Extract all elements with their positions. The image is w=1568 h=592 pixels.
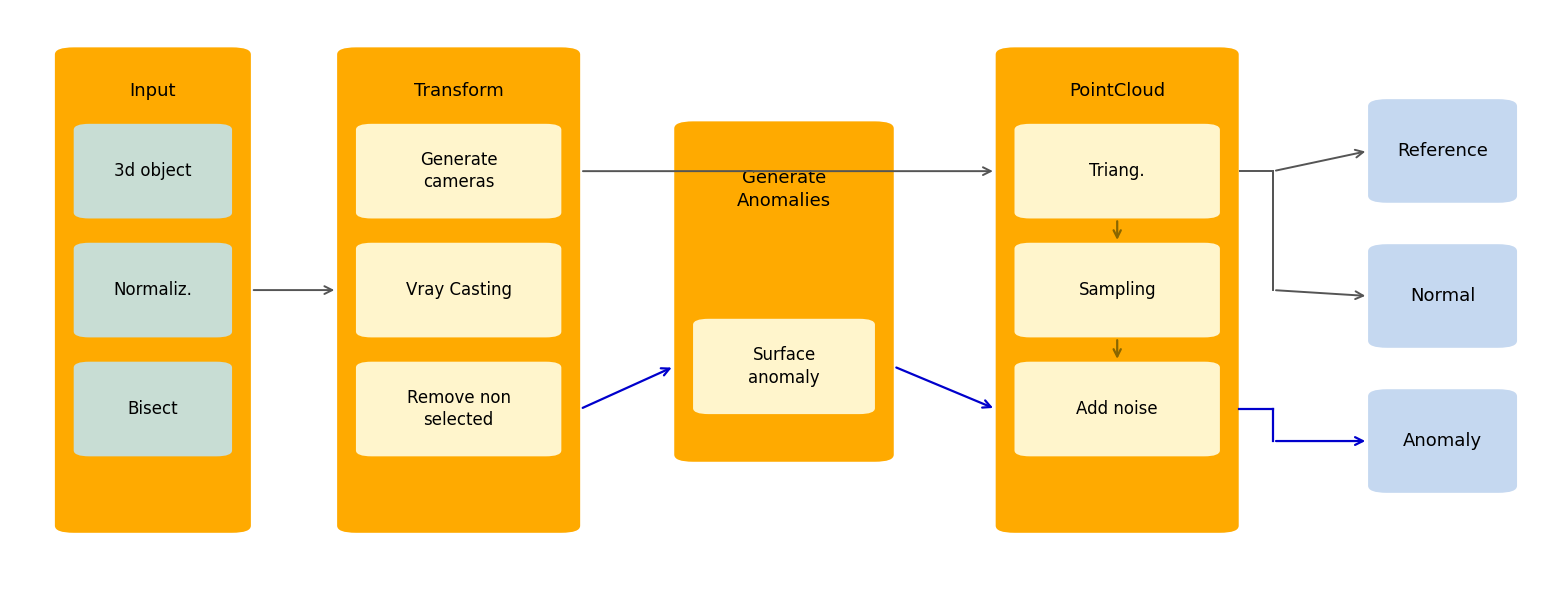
FancyBboxPatch shape	[356, 362, 561, 456]
Text: Anomaly: Anomaly	[1403, 432, 1482, 450]
FancyBboxPatch shape	[996, 47, 1239, 533]
FancyBboxPatch shape	[356, 243, 561, 337]
FancyBboxPatch shape	[55, 47, 251, 533]
FancyBboxPatch shape	[1014, 362, 1220, 456]
FancyBboxPatch shape	[337, 47, 580, 533]
FancyBboxPatch shape	[74, 362, 232, 456]
FancyBboxPatch shape	[1367, 244, 1516, 348]
FancyBboxPatch shape	[674, 121, 894, 462]
Text: Vray Casting: Vray Casting	[406, 281, 511, 299]
Text: Generate
Anomalies: Generate Anomalies	[737, 169, 831, 210]
FancyBboxPatch shape	[1014, 243, 1220, 337]
Text: Triang.: Triang.	[1090, 162, 1145, 180]
FancyBboxPatch shape	[1367, 390, 1516, 493]
FancyBboxPatch shape	[1367, 99, 1516, 202]
Text: Generate
cameras: Generate cameras	[420, 151, 497, 191]
Text: Sampling: Sampling	[1079, 281, 1156, 299]
Text: Surface
anomaly: Surface anomaly	[748, 346, 820, 387]
Text: 3d object: 3d object	[114, 162, 191, 180]
Text: PointCloud: PointCloud	[1069, 82, 1165, 100]
FancyBboxPatch shape	[693, 318, 875, 414]
Text: Add noise: Add noise	[1076, 400, 1159, 418]
Text: Transform: Transform	[414, 82, 503, 100]
FancyBboxPatch shape	[356, 124, 561, 218]
FancyBboxPatch shape	[1014, 124, 1220, 218]
Text: Normal: Normal	[1410, 287, 1475, 305]
Text: Remove non
selected: Remove non selected	[406, 389, 511, 429]
FancyBboxPatch shape	[74, 124, 232, 218]
FancyBboxPatch shape	[74, 243, 232, 337]
Text: Reference: Reference	[1397, 142, 1488, 160]
Text: Input: Input	[130, 82, 176, 100]
Text: Bisect: Bisect	[127, 400, 179, 418]
Text: Normaliz.: Normaliz.	[113, 281, 193, 299]
